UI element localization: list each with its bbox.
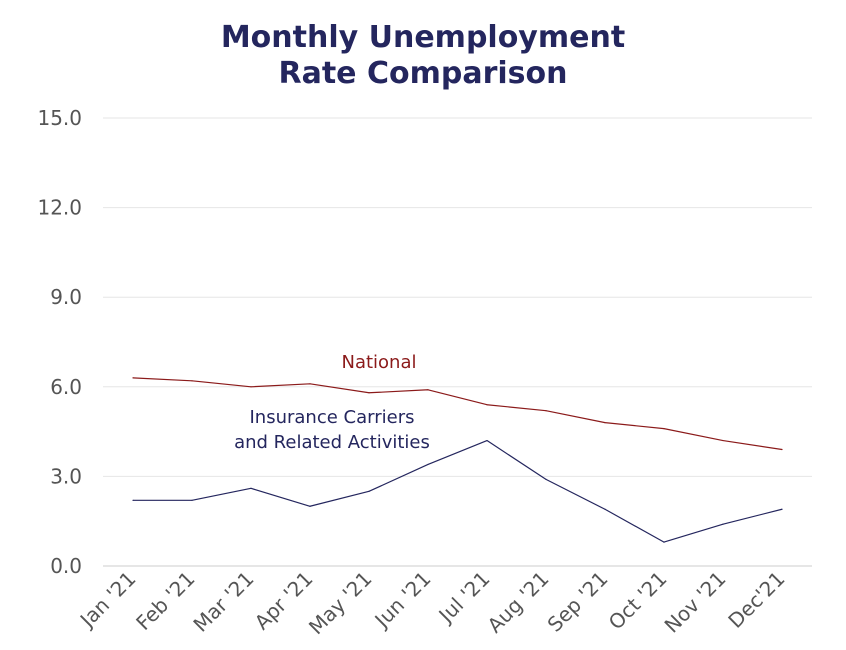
data-point <box>250 487 252 489</box>
y-tick-label: 12.0 <box>37 196 82 220</box>
x-tick-label: Jun '21 <box>369 567 436 634</box>
data-point <box>309 505 311 507</box>
data-point <box>191 380 193 382</box>
chart-title: Monthly Unemployment Rate Comparison <box>0 20 846 92</box>
series-label-national: National <box>341 352 416 373</box>
data-point <box>486 404 488 406</box>
data-point <box>663 428 665 430</box>
data-point <box>368 490 370 492</box>
x-tick-label: Mar '21 <box>188 567 258 637</box>
data-point <box>781 448 783 451</box>
x-tick-label: May '21 <box>304 567 377 640</box>
data-point <box>604 422 606 424</box>
x-tick-label: Feb '21 <box>131 567 199 635</box>
x-tick-label: Aug '21 <box>483 567 554 638</box>
data-point <box>545 478 547 480</box>
gridlines <box>103 117 812 567</box>
data-point <box>368 392 370 394</box>
x-tick-label: Sep '21 <box>543 567 613 637</box>
data-point <box>427 389 429 391</box>
series-lines <box>132 377 783 543</box>
x-tick-label: Nov '21 <box>660 567 731 638</box>
data-point <box>427 463 429 466</box>
y-tick-label: 0.0 <box>50 554 82 578</box>
chart-title-line-2: Rate Comparison <box>278 56 568 91</box>
y-tick-label: 15.0 <box>37 106 82 130</box>
x-tick-label: Oct '21 <box>604 567 672 635</box>
data-point <box>191 499 193 501</box>
data-point <box>545 410 547 412</box>
data-point <box>604 508 606 510</box>
data-point <box>132 377 134 379</box>
series-labels: National Insurance Carriers and Related Ac… <box>234 352 430 453</box>
data-point <box>722 439 724 442</box>
data-point <box>663 541 665 543</box>
data-point <box>722 523 724 525</box>
y-tick-label: 6.0 <box>50 375 82 399</box>
data-point <box>132 499 134 501</box>
chart-title-line-1: Monthly Unemployment <box>220 20 626 55</box>
data-point <box>250 386 252 388</box>
y-tick-label: 9.0 <box>50 285 82 309</box>
series-label-insurance-carriers: Insurance Carriers and Related Activities <box>234 407 430 453</box>
series-line-insurance-carriers <box>133 439 783 543</box>
x-tick-label: Jan '21 <box>74 567 141 634</box>
y-tick-label: 3.0 <box>50 464 82 488</box>
data-point <box>486 439 488 442</box>
series-line-national <box>132 377 783 451</box>
x-tick-label: Dec'21 <box>723 567 789 633</box>
data-point <box>781 508 783 510</box>
data-point <box>309 383 311 385</box>
